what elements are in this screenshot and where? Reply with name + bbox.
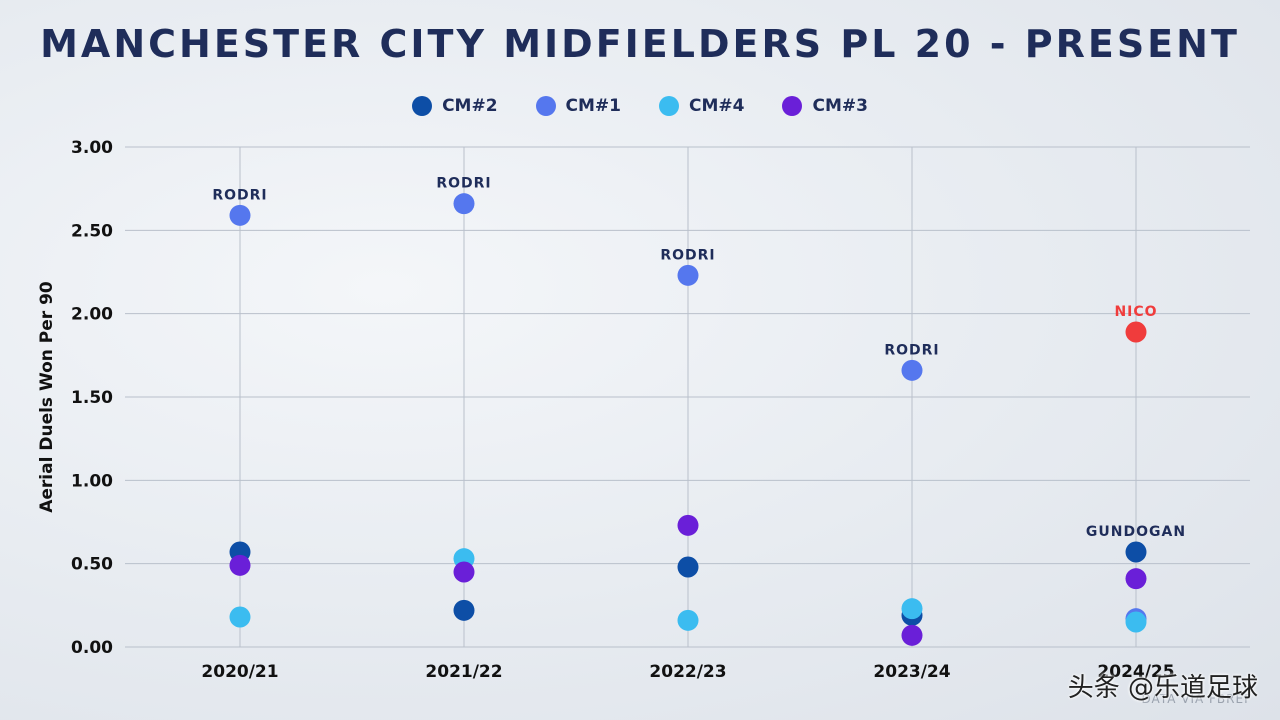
x-tick-label: 2023/24 [873,662,950,682]
x-tick-label: 2024/25 [1097,662,1174,682]
legend-item: CM#2 [412,96,498,116]
data-label: GUNDOGAN [1086,524,1186,540]
x-tick-label: 2021/22 [425,662,502,682]
data-label: RODRI [660,247,715,263]
y-tick-label: 1.00 [71,471,113,491]
legend-swatch [535,96,556,116]
data-point [901,598,923,620]
legend-item: CM#4 [659,96,744,116]
legend-label: CM#3 [812,96,868,116]
data-point [901,359,923,381]
legend-swatch [659,96,679,116]
data-point [229,606,251,628]
data-point [677,556,699,578]
legend-item: CM#1 [535,96,621,116]
y-tick-label: 0.00 [71,638,113,658]
data-point [901,624,923,646]
legend-item: CM#3 [782,96,868,116]
data-point [677,264,699,286]
data-point [453,599,475,621]
legend-label: CM#2 [442,96,498,116]
y-tick-label: 2.50 [71,221,113,241]
chart-title: MANCHESTER CITY MIDFIELDERS PL 20 - PRES… [40,22,1240,66]
data-source: DATA VIA FBREF [1141,692,1252,706]
data-point [1125,568,1147,590]
highlight-label: NICO [1114,304,1157,320]
x-tick-label: 2020/21 [201,662,278,682]
y-tick-label: 3.00 [71,138,113,158]
data-point [453,193,475,215]
y-tick-label: 2.00 [71,305,113,325]
data-label: RODRI [884,342,939,358]
data-label: RODRI [212,187,267,203]
legend-swatch [412,96,433,116]
data-point [1125,611,1147,633]
watermark: 头条 @乐道足球 [1067,673,1258,703]
highlight-point [1125,321,1147,343]
y-tick-label: 0.50 [71,555,113,575]
x-tick-label: 2022/23 [649,662,726,682]
data-point [677,609,699,631]
legend-swatch [782,96,803,116]
data-point [677,514,699,536]
data-point [453,561,475,583]
legend-label: CM#1 [565,96,621,116]
data-point [1125,541,1147,563]
y-tick-label: 1.50 [71,388,113,408]
data-label: RODRI [436,176,491,192]
y-axis-label: Aerial Duels Won Per 90 [37,281,57,513]
data-point [229,204,251,226]
legend-label: CM#4 [689,96,745,116]
data-point [229,554,251,576]
legend: CM#2 CM#1 CM#4 CM#3 [0,96,1280,116]
